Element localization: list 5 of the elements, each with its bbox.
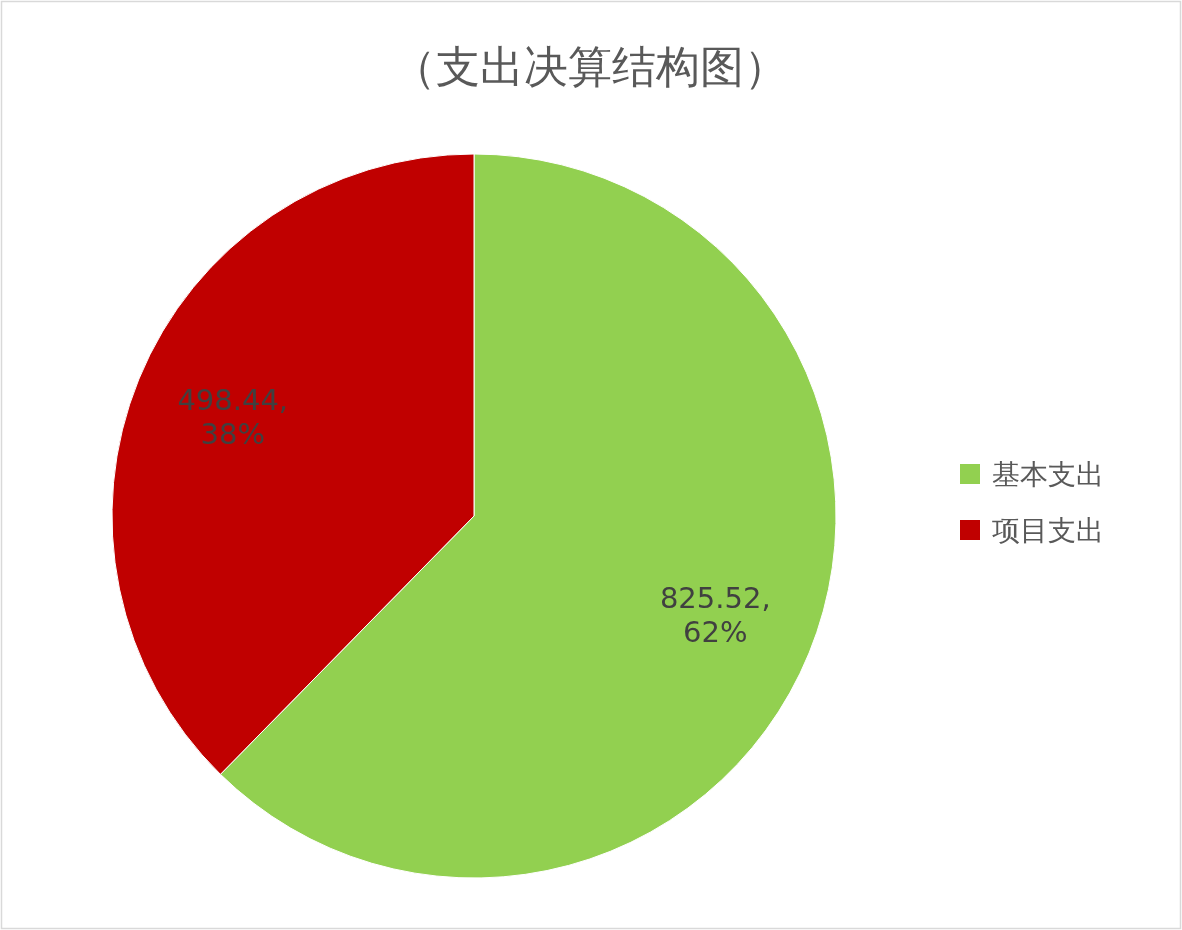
data-label: 498.44, 38% (177, 383, 289, 452)
legend-label: 基本支出 (992, 458, 1104, 491)
data-label: 825.52, 62% (659, 580, 771, 649)
legend-label: 项目支出 (992, 514, 1104, 547)
chart-title: （支出决算结构图） (392, 41, 788, 92)
